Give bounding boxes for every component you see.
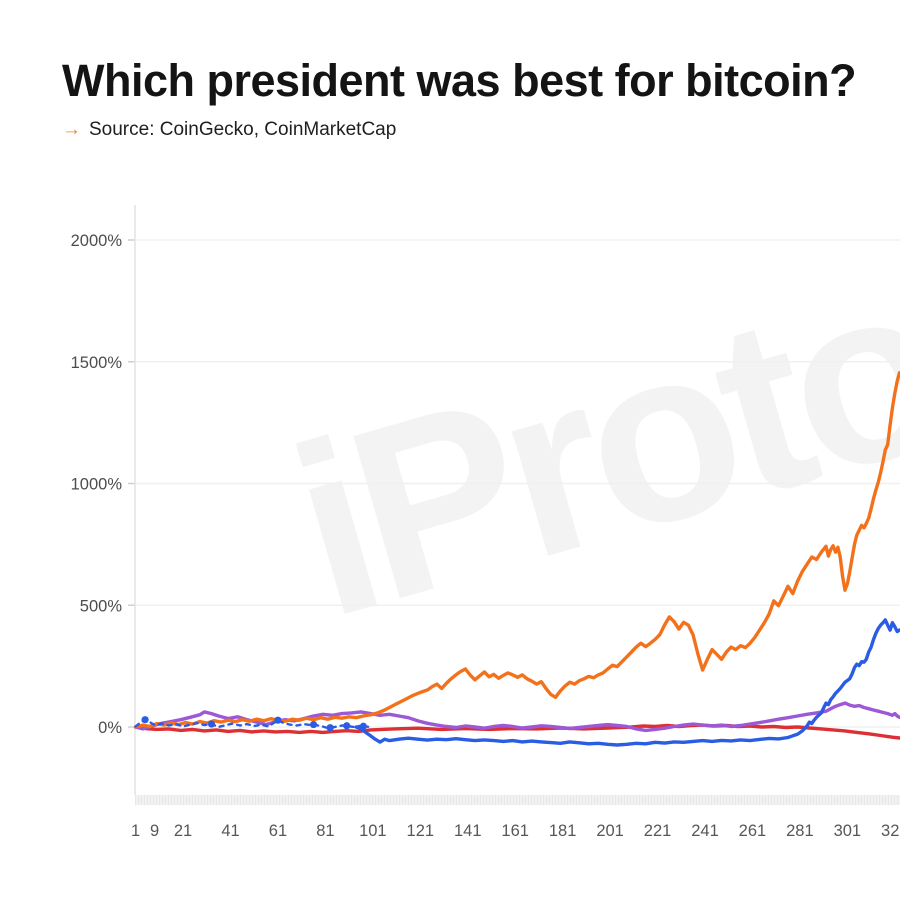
x-axis-label: 9 xyxy=(150,822,159,840)
orange-line-series xyxy=(133,371,900,729)
x-axis-band xyxy=(135,795,900,805)
x-axis-label: 41 xyxy=(221,822,239,840)
y-axis-label: 1500% xyxy=(71,354,123,372)
arrow-right-icon: → xyxy=(62,119,81,140)
y-axis-label: 0% xyxy=(98,719,122,737)
red-line-series xyxy=(133,723,900,740)
x-axis-label: 321 xyxy=(881,822,900,840)
blue-dashed-line-marker xyxy=(309,720,318,729)
blue-dashed-line-marker xyxy=(207,720,216,728)
blue-dashed-line-series xyxy=(134,718,370,730)
source-text: Source: CoinGecko, CoinMarketCap xyxy=(89,119,397,140)
x-axis-label: 161 xyxy=(501,822,529,840)
blue-dashed-line-marker xyxy=(343,722,351,730)
x-axis-label: 101 xyxy=(359,822,387,840)
x-axis-label: 201 xyxy=(596,822,624,840)
x-axis-label: 221 xyxy=(644,822,672,840)
blue-dashed-line-marker xyxy=(141,716,149,724)
source-line: → Source: CoinGecko, CoinMarketCap xyxy=(62,119,396,141)
purple-line-series xyxy=(133,701,900,733)
x-axis-label: 61 xyxy=(269,822,287,840)
blue-dashed-line-marker xyxy=(274,716,282,724)
x-axis-label: 141 xyxy=(454,822,482,840)
x-axis-label: 241 xyxy=(691,822,719,840)
blue-dashed-line-marker xyxy=(326,724,334,732)
blue-line-series xyxy=(354,618,900,747)
x-axis-label: 1 xyxy=(131,822,140,840)
x-axis-label: 21 xyxy=(174,822,192,840)
x-axis-label: 301 xyxy=(834,822,862,840)
y-axis-label: 1000% xyxy=(71,476,123,494)
y-axis-label: 2000% xyxy=(71,232,123,250)
x-axis-label: 181 xyxy=(549,822,577,840)
x-axis-label: 81 xyxy=(316,822,334,840)
x-axis-label: 261 xyxy=(739,822,767,840)
y-axis-label: 500% xyxy=(80,597,123,615)
x-axis-label: 121 xyxy=(407,822,435,840)
x-axis-label: 281 xyxy=(786,822,814,840)
chart-title: Which president was best for bitcoin? xyxy=(62,55,857,106)
